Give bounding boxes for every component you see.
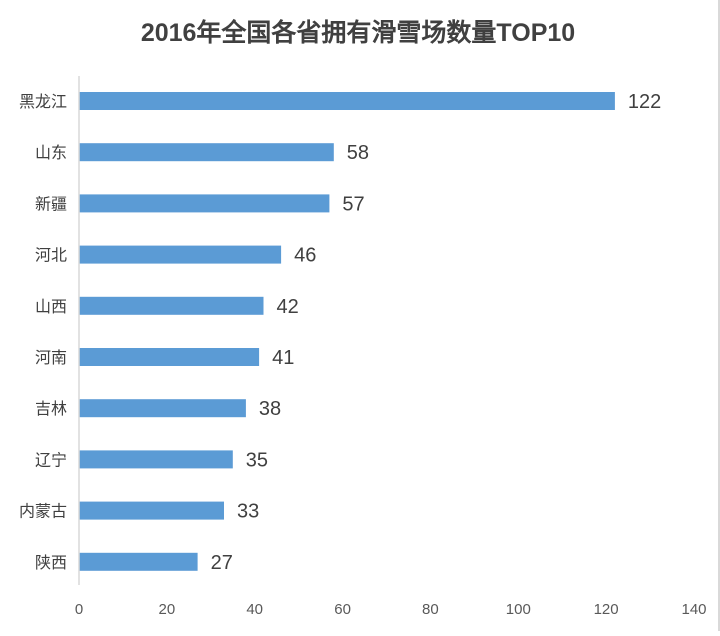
data-label: 41 [272, 347, 294, 369]
data-label: 33 [237, 501, 259, 523]
x-tick-label: 0 [75, 601, 83, 618]
category-label: 陕西 [35, 553, 67, 572]
data-label: 38 [259, 398, 281, 420]
bar [79, 348, 260, 366]
category-label: 山东 [35, 143, 67, 162]
x-tick-label: 100 [506, 601, 531, 618]
x-tick-label: 140 [681, 601, 706, 618]
x-tick-labels: 0 20 40 60 80 100 120 140 [75, 601, 707, 618]
category-label: 山西 [35, 297, 67, 316]
bar [79, 450, 233, 469]
data-label: 57 [342, 193, 364, 215]
value-labels: 122 58 57 46 42 41 38 35 33 27 [211, 91, 662, 574]
bar [79, 245, 282, 264]
category-label: 黑龙江 [19, 92, 67, 111]
data-label: 58 [347, 142, 369, 164]
category-label: 河北 [35, 246, 67, 265]
data-label: 35 [246, 449, 268, 471]
bar [79, 194, 330, 213]
category-label: 新疆 [35, 194, 67, 213]
data-label: 46 [294, 245, 316, 267]
data-label: 122 [628, 91, 661, 113]
data-label: 42 [277, 296, 299, 318]
category-label: 吉林 [35, 399, 67, 418]
chart-title: 2016年全国各省拥有滑雪场数量TOP10 [141, 18, 575, 47]
chart-border [718, 0, 720, 631]
bar [79, 92, 615, 110]
bar [79, 296, 264, 315]
bar [79, 399, 246, 418]
category-label: 辽宁 [35, 450, 67, 469]
x-tick-label: 120 [594, 601, 619, 618]
category-label: 河南 [35, 348, 67, 367]
bar [79, 143, 334, 162]
x-tick-label: 20 [159, 601, 176, 618]
x-tick-label: 80 [422, 601, 439, 618]
x-tick-label: 60 [334, 601, 351, 618]
data-label: 27 [211, 552, 233, 574]
bars-layer [79, 92, 615, 571]
bar [79, 552, 198, 571]
category-label: 内蒙古 [19, 502, 67, 521]
bar [79, 501, 224, 520]
x-tick-label: 40 [246, 601, 263, 618]
